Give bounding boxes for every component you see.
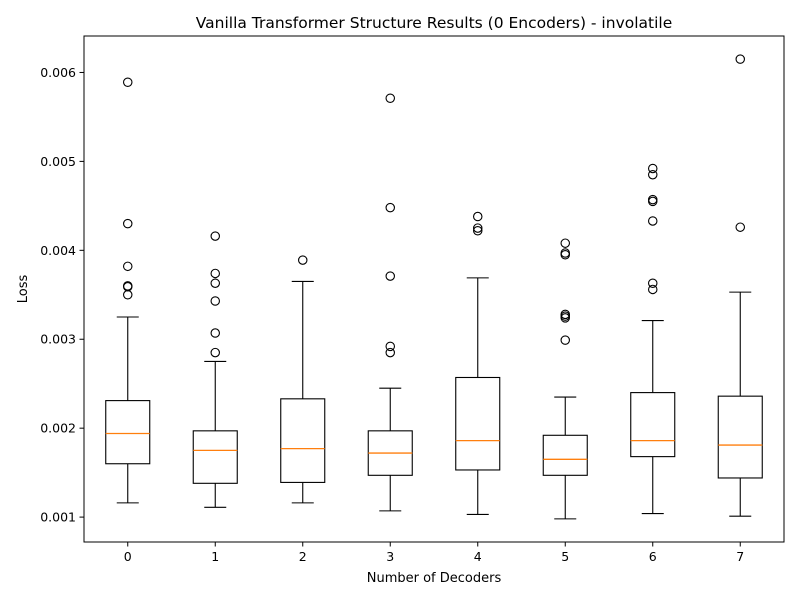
- outlier-point: [560, 335, 570, 345]
- y-tick-label: 0.002: [40, 421, 76, 436]
- box-group-7: [717, 54, 763, 517]
- x-tick-label: 7: [736, 549, 744, 564]
- iqr-box: [630, 392, 676, 458]
- outlier-point: [647, 169, 658, 180]
- x-tick-label: 6: [649, 549, 657, 564]
- outlier-point: [560, 238, 570, 248]
- outlier-point: [210, 328, 221, 338]
- x-tick-label: 4: [474, 549, 482, 564]
- outlier-point: [472, 226, 483, 236]
- box-group-1: [192, 231, 238, 508]
- outlier-point: [385, 93, 395, 103]
- outlier-point: [472, 211, 483, 222]
- box-group-2: [280, 255, 326, 504]
- outlier-point: [123, 261, 133, 272]
- x-axis-label: Number of Decoders: [367, 571, 502, 586]
- y-tick-label: 0.006: [40, 65, 76, 80]
- x-tick-label: 5: [561, 549, 569, 564]
- outlier-point: [210, 347, 221, 358]
- outlier-point: [560, 250, 570, 260]
- box-group-3: [367, 93, 413, 512]
- x-tick-label: 3: [386, 549, 394, 564]
- outlier-point: [210, 296, 221, 306]
- y-axis-label: Loss: [16, 275, 31, 304]
- iqr-box: [105, 400, 151, 465]
- y-tick-label: 0.004: [40, 243, 76, 258]
- x-tick-label: 1: [211, 549, 219, 564]
- outlier-point: [472, 223, 483, 233]
- axes: 0 1 2 3 4 5 6 7 0.001 0.002 0.003 0.004 0.005 0.006: [40, 35, 785, 564]
- iqr-box: [455, 376, 501, 471]
- outlier-point: [647, 216, 658, 226]
- iqr-box: [192, 430, 238, 484]
- outlier-point: [647, 163, 658, 174]
- outlier-point: [385, 341, 395, 352]
- box-group-4: [455, 211, 501, 515]
- axes-frame: [83, 35, 785, 543]
- x-tick-label: 0: [124, 549, 132, 564]
- box-group-6: [630, 163, 676, 515]
- y-tick-label: 0.005: [40, 154, 76, 169]
- outlier-point: [735, 54, 745, 64]
- outlier-point: [647, 196, 658, 207]
- outlier-point: [123, 218, 133, 229]
- outlier-point: [297, 255, 308, 265]
- outlier-point: [560, 313, 570, 323]
- box-group-5: [542, 238, 588, 520]
- outlier-point: [210, 278, 221, 288]
- y-tick-label: 0.003: [40, 332, 76, 347]
- y-tick-label: 0.001: [40, 510, 76, 525]
- outlier-point: [385, 271, 395, 281]
- outlier-point: [385, 202, 395, 213]
- plot-area: [105, 54, 763, 520]
- chart-title: Vanilla Transformer Structure Results (0…: [196, 14, 673, 32]
- outlier-point: [735, 222, 745, 232]
- box-group-0: [105, 77, 151, 504]
- outlier-point: [123, 77, 133, 87]
- outlier-point: [647, 278, 658, 288]
- outlier-point: [210, 268, 221, 279]
- iqr-box: [280, 398, 326, 483]
- outlier-point: [123, 290, 133, 300]
- iqr-box: [542, 434, 588, 476]
- outlier-point: [647, 284, 658, 295]
- outlier-point: [210, 231, 221, 241]
- x-tick-label: 2: [299, 549, 307, 564]
- outlier-point: [385, 347, 395, 358]
- iqr-box: [717, 395, 763, 479]
